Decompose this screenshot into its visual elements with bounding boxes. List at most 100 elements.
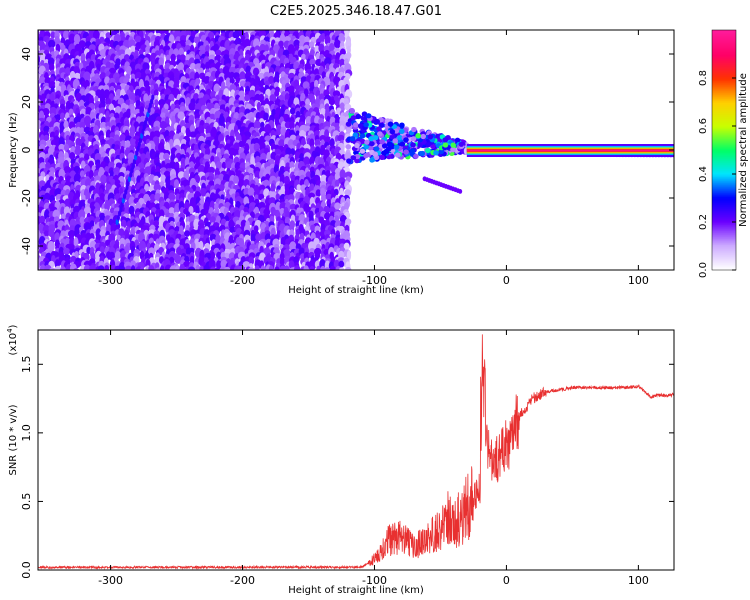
colorbar-cell [712,258,736,261]
svg-text:(x104): (x104) [6,324,19,355]
colorbar-cell [712,68,736,71]
noise-cell [219,39,226,49]
colorbar-cell [712,172,736,175]
noise-cell [229,77,235,85]
onset-cell [349,107,355,114]
noise-cell [94,152,102,162]
noise-cell [99,49,107,58]
noise-cell [203,264,210,270]
noise-cell [128,39,136,48]
noise-cell [301,53,306,61]
noise-cell [238,140,246,148]
noise-cell [185,129,191,138]
colorbar-cell [712,146,736,149]
noise-cell [62,30,70,40]
onset-cell [442,142,449,148]
colorbar-cell [712,174,736,177]
colorbar-ticks: 0.0 0.2 0.4 0.6 0.8 [698,70,736,278]
onset-cell [383,148,390,154]
snr-bg [38,330,674,570]
noise-cell [263,112,269,121]
colorbar-cell [712,194,736,197]
colorbar-cell [712,216,736,219]
noise-cell [345,261,351,270]
noise-cell [270,151,277,161]
noise-cell [343,242,350,251]
noise-cell [89,264,97,270]
x-tick-label: 0 [503,274,510,287]
noise-cell [187,266,196,270]
noise-cell [225,161,232,170]
colorbar-cell [712,170,736,173]
noise-cell [203,76,211,85]
onset-cell [352,132,359,138]
colorbar-cell [712,120,736,123]
onset-cell [403,149,409,155]
colorbar-cell [712,242,736,245]
noise-cell [293,265,301,270]
colorbar-cell [712,226,736,229]
colorbar-tick-label: 0.8 [698,70,709,86]
onset-cell [419,150,426,157]
noise-cell [190,62,196,70]
noise-cell [314,115,321,126]
onset-cell [458,141,465,147]
onset-cell [393,144,400,150]
y-tick-label: -20 [20,189,33,207]
noise-cell [320,239,327,247]
noise-cell [244,94,250,102]
colorbar-cell [712,260,736,263]
noise-cell [126,65,132,77]
onset-cell [350,115,357,121]
noise-cell [300,92,306,104]
noise-cell [334,39,341,49]
noise-cell [247,187,255,198]
colorbar-cell [712,128,736,131]
onset-cell [458,189,463,194]
onset-cell [425,147,431,154]
colorbar-cell [712,182,736,185]
x-tick-label: 100 [628,274,649,287]
noise-cell [320,108,326,116]
noise-cell [282,265,290,270]
noise-cell [74,147,82,156]
onset-cell [442,137,449,143]
colorbar-cell [712,54,736,57]
noise-cell [120,219,127,229]
onset-cell [450,142,457,148]
colorbar-cell [712,268,736,271]
onset-cell [372,135,379,141]
noise-cell [195,264,201,270]
noise-cell [305,98,311,107]
noise-cell [309,58,317,66]
colorbar-cell [712,234,736,237]
noise-cell [153,183,161,192]
onset-cell [369,157,375,163]
colorbar-cell [712,56,736,59]
tone-band [466,149,674,152]
colorbar-cell [712,130,736,133]
onset-cell [420,133,427,140]
noise-cell [228,147,236,156]
colorbar-cell [712,256,736,259]
colorbar-cell [712,236,736,239]
noise-cell [108,67,117,75]
onset-cell [359,133,366,139]
noise-cell [315,189,321,198]
noise-cell [48,39,56,49]
noise-cell [309,41,315,48]
y-tick-label: 0 [20,147,33,154]
noise-cell [68,191,75,202]
colorbar-cell [712,204,736,207]
noise-cell [153,89,159,97]
colorbar-cell [712,122,736,125]
noise-cell [38,242,40,251]
colorbar-cell [712,240,736,243]
noise-cell [309,266,315,270]
colorbar-cell [712,222,736,225]
y-tick-label: 40 [20,47,33,61]
noise-cell [200,187,207,197]
noise-cell [339,125,345,133]
colorbar-cell [712,82,736,85]
onset-cell [354,142,360,149]
